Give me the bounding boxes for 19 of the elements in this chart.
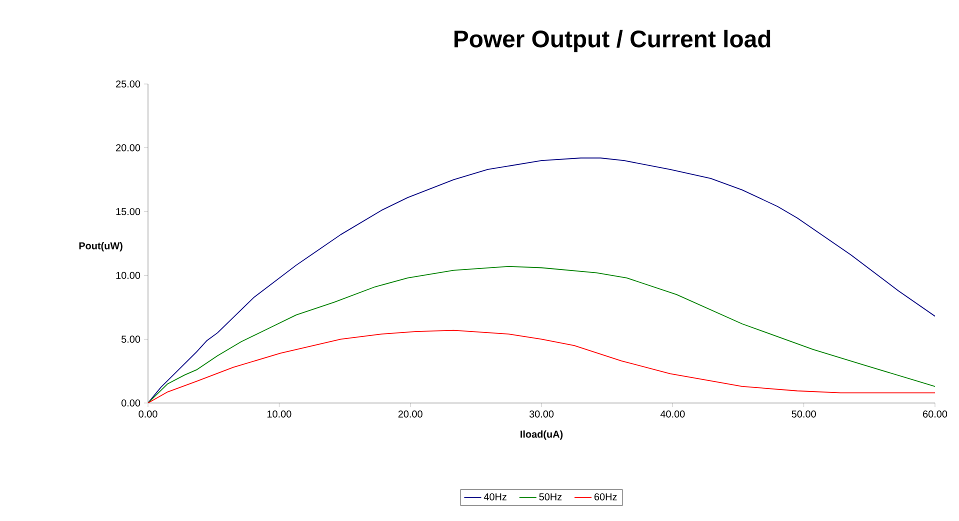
chart-title: Power Output / Current load [454,30,770,52]
x-tick-label: 40.00 [660,410,685,418]
legend-label: 40Hz [484,493,506,500]
x-axis-title: Iload(uA) [520,430,563,440]
x-tick-label: 20.00 [398,410,422,418]
y-tick-label: 10.00 [116,272,140,279]
y-tick-label: 25.00 [116,80,140,88]
y-tick-label: 20.00 [116,144,140,152]
y-tick-label: 5.00 [121,336,140,343]
x-tick-label: 50.00 [792,410,816,418]
y-tick-label: 15.00 [116,208,140,216]
x-tick-label: 60.00 [923,410,948,418]
x-tick-label: 0.00 [138,410,158,418]
legend-label: 50Hz [539,493,562,500]
x-tick-label: 10.00 [267,410,292,418]
legend-label: 60Hz [594,493,617,500]
y-axis-title: Pout(uW) [79,242,122,252]
y-tick-label: 0.00 [121,399,140,407]
x-tick-label: 30.00 [529,410,554,418]
